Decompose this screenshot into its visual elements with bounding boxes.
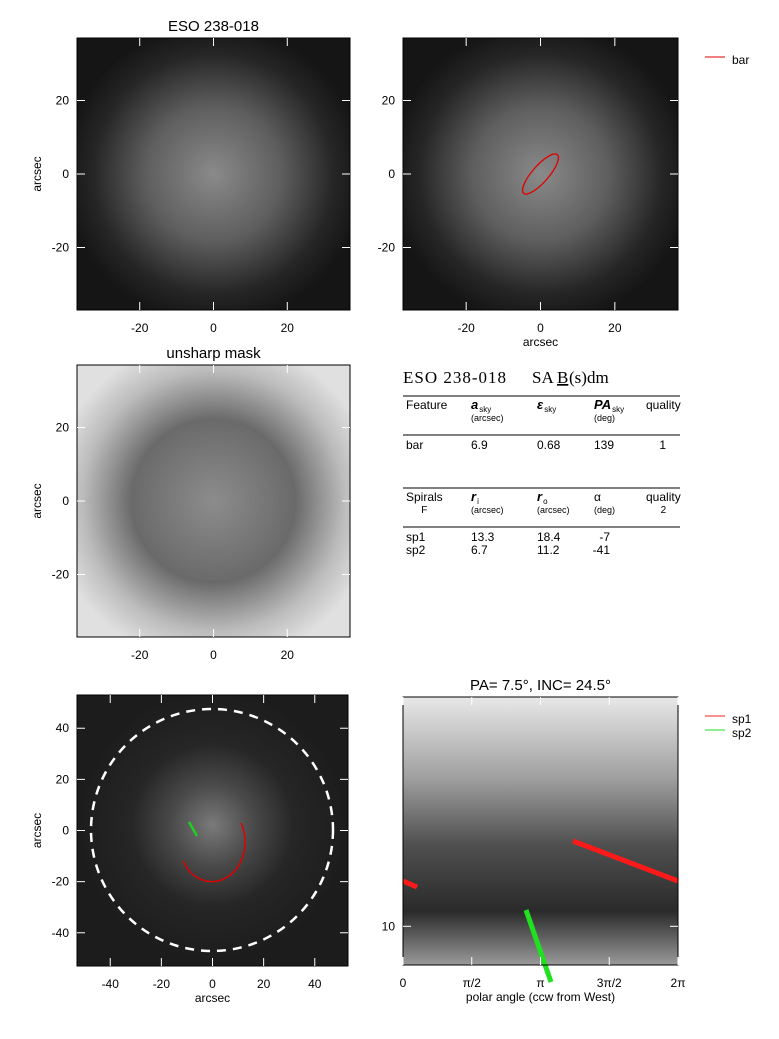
column-unit: (arcsec) xyxy=(471,413,504,423)
x-tick-label: 3π/2 xyxy=(597,976,622,990)
x-tick-label: 0 xyxy=(209,977,216,991)
x-tick-label: 0 xyxy=(537,321,544,335)
table-cell: 139 xyxy=(594,438,614,452)
x-tick-label: -20 xyxy=(153,977,171,991)
table-cell: 0.68 xyxy=(537,438,561,452)
image xyxy=(403,697,678,965)
spiral-trace xyxy=(523,909,554,983)
y-tick-label: -20 xyxy=(52,241,70,255)
column-unit: (arcsec) xyxy=(471,505,504,515)
legend-label: sp2 xyxy=(732,726,752,740)
x-tick-label: -20 xyxy=(458,321,476,335)
column-header-sub: o xyxy=(543,497,548,506)
column-header: quality xyxy=(646,490,681,504)
column-header: ε xyxy=(537,397,544,412)
dashed-circle xyxy=(89,707,335,953)
y-tick-label: -40 xyxy=(52,926,70,940)
table-title: (s)dm xyxy=(569,368,609,387)
column-unit: (arcsec) xyxy=(537,505,570,515)
x-axis-label: arcsec xyxy=(195,991,230,1005)
column-header: Feature xyxy=(406,398,448,412)
x-tick-label: 20 xyxy=(281,648,295,662)
x-tick-label: 0 xyxy=(210,321,217,335)
y-tick-label: 0 xyxy=(62,824,69,838)
y-tick-label: 20 xyxy=(56,772,70,786)
x-tick-label: 2π xyxy=(671,976,686,990)
table-cell: -7 xyxy=(599,530,610,544)
x-tick-label: 20 xyxy=(257,977,271,991)
column-header: r xyxy=(471,489,477,504)
x-tick-label: 20 xyxy=(281,321,295,335)
column-header: α xyxy=(594,490,601,504)
column-header-sub: sky xyxy=(479,405,491,414)
x-tick-label: π xyxy=(536,976,544,990)
table-cell: bar xyxy=(406,438,423,452)
table-cell: 18.4 xyxy=(537,530,561,544)
column-header: r xyxy=(537,489,543,504)
table-cell: 13.3 xyxy=(471,530,495,544)
y-axis-label: arcsec xyxy=(30,156,44,191)
legend-label: sp1 xyxy=(732,712,752,726)
column-header: quality xyxy=(646,398,681,412)
x-tick-label: 0 xyxy=(400,976,407,990)
table-title: B xyxy=(557,368,568,387)
image xyxy=(77,365,350,637)
column-unit: (deg) xyxy=(594,413,615,423)
spiral-arc xyxy=(182,822,246,883)
table-title: ESO 238-018 xyxy=(403,368,507,387)
panel-title: unsharp mask xyxy=(166,345,261,362)
x-tick-label: 20 xyxy=(608,321,622,335)
legend-label: bar xyxy=(732,53,749,67)
y-tick-label: -20 xyxy=(52,875,70,889)
y-axis-label: arcsec xyxy=(30,813,44,848)
y-tick-label: 20 xyxy=(56,420,70,434)
column-header-sub: i xyxy=(477,497,479,506)
image xyxy=(77,38,350,310)
table-cell: sp2 xyxy=(406,543,426,557)
y-axis-label: arcsec xyxy=(30,483,44,518)
x-tick-label: -20 xyxy=(131,648,149,662)
x-tick-label: -40 xyxy=(102,977,120,991)
column-unit: 2 xyxy=(661,505,667,516)
column-header: Spirals xyxy=(406,490,443,504)
spiral-trace xyxy=(402,838,679,890)
overlays xyxy=(89,707,679,983)
y-tick-label: 10 xyxy=(382,919,396,933)
column-header-sub: sky xyxy=(544,405,556,414)
x-tick-label: π/2 xyxy=(463,976,482,990)
x-axis-label: polar angle (ccw from West) xyxy=(466,990,615,1004)
x-tick-label: 40 xyxy=(308,977,322,991)
column-unit: F xyxy=(421,505,427,516)
x-axis-label: arcsec xyxy=(523,335,558,349)
table-cell: 11.2 xyxy=(537,543,560,557)
y-tick-label: 0 xyxy=(388,167,395,181)
column-header: PA xyxy=(594,397,611,412)
table-cell: 1 xyxy=(659,438,666,452)
y-tick-label: 40 xyxy=(56,721,70,735)
panel-title: PA= 7.5°, INC= 24.5° xyxy=(470,677,611,694)
y-tick-label: 20 xyxy=(382,93,396,107)
table-title: SA xyxy=(532,368,554,387)
y-tick-label: 0 xyxy=(62,494,69,508)
bar-ellipse xyxy=(521,153,560,195)
table-cell: -41 xyxy=(593,543,611,557)
y-tick-label: 0 xyxy=(62,167,69,181)
panel-title: ESO 238-018 xyxy=(168,18,259,35)
column-header: a xyxy=(471,397,478,412)
y-tick-label: -20 xyxy=(52,568,70,582)
table-cell: 6.9 xyxy=(471,438,488,452)
y-tick-label: 20 xyxy=(56,93,70,107)
table-cell: 6.7 xyxy=(471,543,488,557)
image xyxy=(403,38,678,310)
image xyxy=(77,695,348,966)
x-tick-label: 0 xyxy=(210,648,217,662)
y-tick-label: -20 xyxy=(378,241,396,255)
table-cell: sp1 xyxy=(406,530,426,544)
x-tick-label: -20 xyxy=(131,321,149,335)
column-header-sub: sky xyxy=(612,405,624,414)
spiral-arc xyxy=(187,821,199,837)
column-unit: (deg) xyxy=(594,505,615,515)
